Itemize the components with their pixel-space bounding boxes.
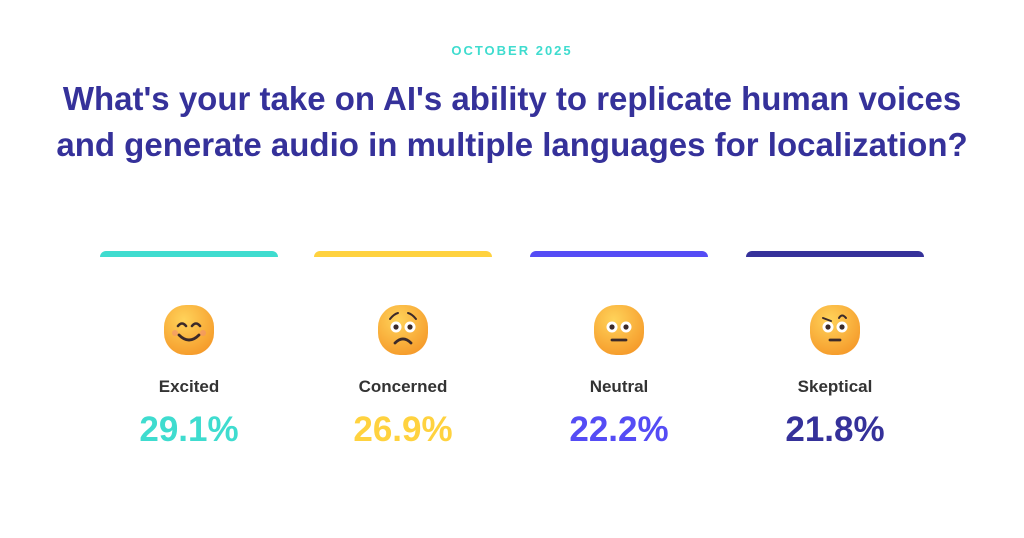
category-label: Skeptical xyxy=(797,377,873,396)
category-label: Neutral xyxy=(589,377,649,396)
bar-neutral xyxy=(530,251,708,257)
percent-value: 26.9% xyxy=(353,410,453,449)
percent-value: 22.2% xyxy=(569,410,669,449)
title-line-2: and generate audio in multiple languages… xyxy=(56,126,968,163)
bar-excited xyxy=(100,251,278,257)
page-title: What's your take on AI's ability to repl… xyxy=(0,76,1024,168)
bar-concerned xyxy=(314,251,492,257)
date-label: OCTOBER 2025 xyxy=(451,43,573,58)
neutral-face-icon xyxy=(593,304,645,356)
category-label: Concerned xyxy=(358,377,448,396)
percent-value: 29.1% xyxy=(139,410,239,449)
category-label: Excited xyxy=(158,377,220,396)
percent-value: 21.8% xyxy=(785,410,885,449)
bar-skeptical xyxy=(746,251,924,257)
skeptical-face-icon xyxy=(809,304,861,356)
worried-face-icon xyxy=(377,304,429,356)
title-line-1: What's your take on AI's ability to repl… xyxy=(62,80,962,117)
smiling-face-icon xyxy=(163,304,215,356)
